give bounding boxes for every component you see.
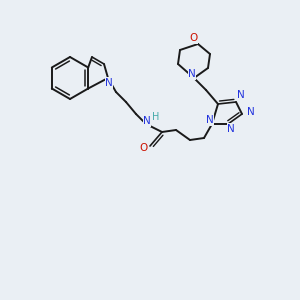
Text: N: N xyxy=(247,107,255,117)
Text: N: N xyxy=(237,90,245,100)
Text: N: N xyxy=(143,116,151,126)
Text: N: N xyxy=(206,115,214,125)
Text: N: N xyxy=(188,69,196,79)
Text: O: O xyxy=(140,143,148,153)
Text: N: N xyxy=(105,78,113,88)
Text: N: N xyxy=(227,124,235,134)
Text: O: O xyxy=(189,33,197,43)
Text: H: H xyxy=(152,112,160,122)
